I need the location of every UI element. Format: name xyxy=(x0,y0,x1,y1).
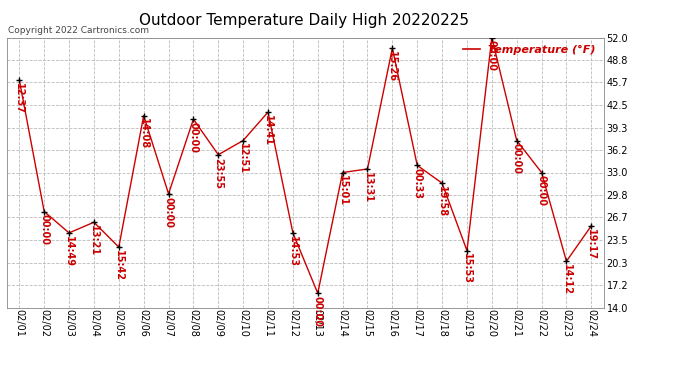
Text: 13:31: 13:31 xyxy=(362,172,373,203)
Text: 00:00: 00:00 xyxy=(512,143,522,174)
Text: 19:58: 19:58 xyxy=(437,186,447,217)
Text: 19:17: 19:17 xyxy=(586,229,596,260)
Legend: Temperature (°F): Temperature (°F) xyxy=(461,43,598,58)
Text: 00:00: 00:00 xyxy=(164,196,174,228)
Text: Outdoor Temperature Daily High 20220225: Outdoor Temperature Daily High 20220225 xyxy=(139,13,469,28)
Text: 23:55: 23:55 xyxy=(213,158,224,189)
Text: Copyright 2022 Cartronics.com: Copyright 2022 Cartronics.com xyxy=(8,26,149,35)
Text: 00:00: 00:00 xyxy=(313,296,323,327)
Text: 15:26: 15:26 xyxy=(387,51,397,82)
Text: 14:49: 14:49 xyxy=(64,236,74,267)
Text: 00:00: 00:00 xyxy=(188,122,199,153)
Text: 14:53: 14:53 xyxy=(288,236,298,267)
Text: 00:00: 00:00 xyxy=(537,175,546,206)
Text: 00:00: 00:00 xyxy=(39,214,49,245)
Text: 14:12: 14:12 xyxy=(562,264,571,295)
Text: 12:37: 12:37 xyxy=(14,83,24,114)
Text: 15:53: 15:53 xyxy=(462,254,472,284)
Text: 00:00: 00:00 xyxy=(487,40,497,71)
Text: 15:42: 15:42 xyxy=(114,250,124,281)
Text: 00:33: 00:33 xyxy=(412,168,422,199)
Text: 15:01: 15:01 xyxy=(337,175,348,206)
Text: 14:41: 14:41 xyxy=(263,115,273,146)
Text: 12:51: 12:51 xyxy=(238,143,248,174)
Text: 13:21: 13:21 xyxy=(89,225,99,256)
Text: 14:08: 14:08 xyxy=(139,118,148,150)
